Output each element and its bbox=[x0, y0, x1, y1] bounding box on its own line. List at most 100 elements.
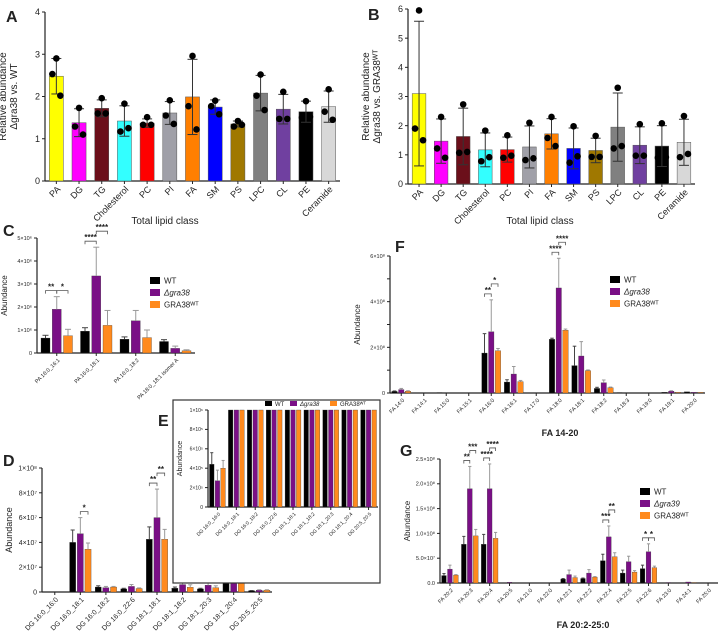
significance-stars: * bbox=[644, 530, 648, 539]
bar-gra38 bbox=[212, 587, 219, 593]
data-point bbox=[125, 124, 132, 132]
significance-stars: **** bbox=[84, 233, 97, 242]
bar-gra38 bbox=[296, 409, 302, 508]
x-tick-label: PI bbox=[163, 184, 176, 197]
significance-stars: ** bbox=[464, 452, 471, 461]
data-point bbox=[143, 113, 151, 121]
legend-label: Δgra39 bbox=[653, 500, 680, 509]
bar-gra38 bbox=[632, 571, 638, 584]
legend-label: GRA38ᵂᵀ bbox=[654, 512, 689, 521]
y-axis-label: Abundance bbox=[0, 275, 9, 316]
bar-wt bbox=[684, 391, 690, 394]
bar-sm bbox=[207, 106, 223, 182]
significance-stars: ** bbox=[609, 502, 616, 511]
x-tick-label: DG bbox=[431, 187, 448, 204]
x-tick-label: FA 25:0 bbox=[695, 588, 712, 605]
panel-g: G 0.0 5.0×10⁷ 1.0×10⁸ 1.5×10⁸ 2.0×10⁸ 2.5×10⁸ A… bbox=[400, 440, 718, 630]
bar-wt bbox=[620, 572, 626, 584]
bar-gra38 bbox=[555, 287, 562, 394]
y-axis-label: Δgra38 vs. WT bbox=[9, 63, 20, 129]
data-point bbox=[325, 86, 332, 93]
y-tick-label: 1×10⁶ bbox=[190, 408, 203, 414]
data-point bbox=[283, 115, 291, 123]
bar-gra38 bbox=[495, 350, 501, 394]
legend-label: WT bbox=[654, 488, 667, 497]
bar-wt bbox=[95, 586, 102, 593]
y-tick-label: 0 bbox=[200, 505, 203, 511]
x-tick-label: FA 22:6 bbox=[636, 588, 653, 605]
y-tick-label: 3 bbox=[398, 92, 403, 102]
legend-swatch bbox=[150, 289, 160, 296]
y-tick-label: 3 bbox=[35, 49, 40, 59]
significance-stars: ** bbox=[150, 475, 157, 484]
significance-bracket bbox=[148, 482, 158, 487]
legend-label: WT bbox=[624, 276, 637, 285]
bar-wt bbox=[580, 578, 586, 584]
bar-wt bbox=[284, 409, 290, 508]
bar-gra38 bbox=[675, 392, 681, 394]
data-point bbox=[94, 110, 102, 117]
y-tick-label: 4×10⁵ bbox=[190, 466, 203, 472]
y-tick-label: 0.0 bbox=[427, 581, 435, 587]
significance-bracket bbox=[56, 290, 69, 294]
significance-bracket bbox=[84, 240, 97, 245]
panel-a: A 0 1 2 3 4 Relative abundance Δgra38 vs. WT Tot… bbox=[0, 7, 340, 227]
bar-wt bbox=[341, 409, 347, 508]
bar-wt bbox=[441, 575, 447, 584]
legend-swatch bbox=[150, 277, 160, 284]
bar-wt bbox=[571, 365, 578, 394]
x-tick-label: FA 19:0 bbox=[636, 398, 653, 415]
y-tick-label: 0 bbox=[33, 589, 37, 596]
y-tick-label: 5×10⁶ bbox=[17, 235, 32, 242]
y-tick-label: 5 bbox=[398, 33, 403, 43]
data-point bbox=[71, 123, 79, 130]
x-axis-title: Total lipid class bbox=[506, 216, 573, 227]
bar-gra38 bbox=[179, 584, 186, 593]
significance-stars: * bbox=[650, 530, 654, 539]
bar-wt bbox=[69, 542, 76, 593]
bar-gra38 bbox=[668, 391, 675, 394]
data-point bbox=[500, 154, 507, 162]
y-tick-label: 2.0×10⁸ bbox=[416, 481, 435, 488]
x-tick-label: SM bbox=[205, 184, 222, 201]
bar-gra38 bbox=[405, 391, 411, 394]
data-point bbox=[415, 7, 423, 14]
x-tick-label: LPC bbox=[247, 184, 267, 204]
bar-gra38 bbox=[690, 392, 697, 394]
data-point bbox=[618, 142, 626, 150]
data-point bbox=[211, 97, 219, 105]
x-tick-label: FA 20:2 bbox=[437, 588, 454, 605]
bar-gra38 bbox=[600, 382, 607, 394]
bar-gra38 bbox=[366, 409, 371, 508]
data-point bbox=[477, 157, 485, 165]
data-point bbox=[329, 116, 336, 124]
data-point bbox=[321, 108, 328, 116]
bar-gra38 bbox=[347, 409, 353, 508]
x-tick-label: FA 17:0 bbox=[524, 398, 541, 415]
bar-wt bbox=[549, 339, 555, 394]
significance-stars: **** bbox=[556, 234, 569, 243]
data-point bbox=[658, 120, 666, 127]
x-tick-label: PS bbox=[586, 187, 602, 203]
bar-gra38 bbox=[181, 350, 192, 354]
data-point bbox=[680, 112, 688, 120]
x-tick-label: FA 14:0 bbox=[389, 398, 406, 415]
data-point bbox=[566, 159, 573, 167]
y-axis-label: Abundance bbox=[177, 441, 184, 477]
x-tick-label: FA bbox=[543, 187, 558, 202]
data-point bbox=[193, 126, 200, 133]
legend-label: WT bbox=[275, 402, 285, 408]
data-point bbox=[306, 113, 314, 121]
x-tick-label: FA 24:1 bbox=[676, 588, 693, 605]
data-point bbox=[117, 128, 124, 135]
data-point bbox=[614, 84, 622, 92]
y-axis-label: Relative abundance bbox=[0, 52, 9, 141]
y-tick-label: 4×10⁶ bbox=[17, 258, 32, 265]
data-point bbox=[552, 142, 559, 150]
data-point bbox=[298, 114, 306, 121]
y-axis-label: Δgra38 vs. GRA38ᵂᵀ bbox=[372, 49, 383, 144]
bar-gra39 bbox=[467, 488, 473, 584]
data-point bbox=[548, 113, 555, 121]
y-tick-label: 2 bbox=[35, 92, 40, 102]
x-tick-label: PS bbox=[228, 184, 244, 200]
